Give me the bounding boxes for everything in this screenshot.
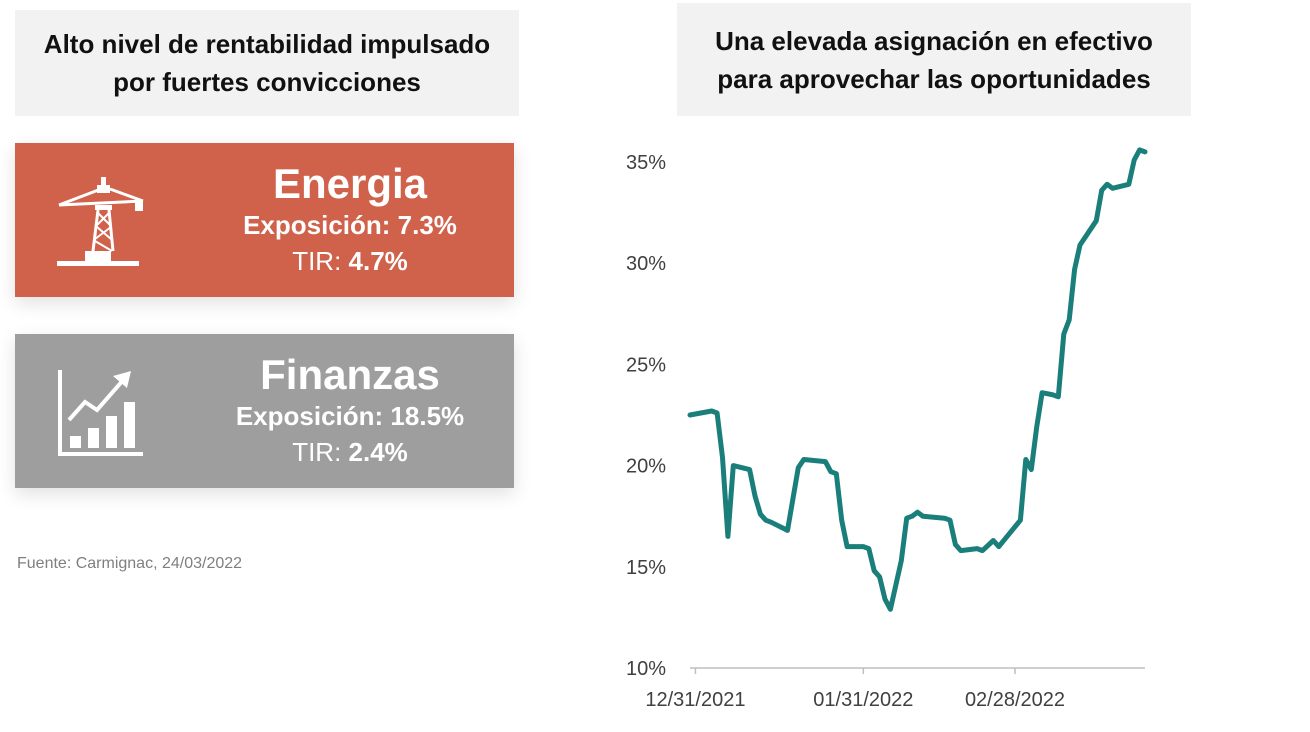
- left-title-line1: Alto nivel de rentabilidad impulsado: [43, 29, 491, 59]
- y-tick-label: 35%: [626, 152, 666, 174]
- exposure-label: Exposición: 18.5%: [235, 401, 465, 431]
- right-title-line1: Una elevada asignación en efectivo: [715, 25, 1153, 56]
- x-axis-ticks: 12/31/2021 01/31/2022 02/28/2022: [645, 668, 1065, 711]
- x-tick-label: 02/28/2022: [965, 689, 1065, 711]
- left-panel-title: Alto nivel de rentabilidad impulsado por…: [15, 10, 519, 116]
- sector-card-energy: Energia Exposición: 7.3% TIR: 4.7%: [15, 143, 514, 297]
- sector-name: Finanzas: [260, 351, 440, 398]
- y-tick-label: 30%: [626, 253, 666, 275]
- finance-text-block: Finanzas Exposición: 18.5% TIR: 2.4%: [200, 334, 500, 470]
- x-tick-label: 12/31/2021: [645, 689, 745, 711]
- energy-text-block: Energia Exposición: 7.3% TIR: 4.7%: [200, 143, 500, 279]
- series-group: [687, 147, 1148, 612]
- sector-card-finance: Finanzas Exposición: 18.5% TIR: 2.4%: [15, 334, 514, 488]
- y-tick-label: 10%: [626, 658, 666, 680]
- series-line: [687, 147, 1148, 612]
- y-axis-ticks: 10% 15% 20% 25% 30% 35%: [626, 152, 666, 680]
- x-tick-label: 01/31/2022: [813, 689, 913, 711]
- exposure-label: Exposición: 7.3%: [243, 210, 457, 240]
- sector-name: Energia: [272, 160, 428, 207]
- cash-allocation-line-chart: 10% 15% 20% 25% 30% 35% 12/31/2021 01/31/2022 0…: [626, 147, 1148, 711]
- right-title-line2: para aprovechar las oportunidades: [717, 63, 1151, 94]
- oil-rig-icon: [57, 177, 144, 266]
- y-tick-label: 25%: [626, 354, 666, 376]
- tir-value: 4.7%: [348, 246, 408, 276]
- tir-line: TIR: 4.7%: [200, 243, 500, 279]
- tir-value: 2.4%: [348, 437, 408, 467]
- growth-chart-icon: [58, 370, 143, 456]
- tir-label: TIR:: [292, 246, 349, 276]
- y-tick-label: 20%: [626, 456, 666, 478]
- y-tick-label: 15%: [626, 557, 666, 579]
- right-panel-title: Una elevada asignación en efectivo para …: [677, 3, 1191, 116]
- tir-line: TIR: 2.4%: [200, 434, 500, 470]
- tir-label: TIR:: [292, 437, 349, 467]
- source-note: Fuente: Carmignac, 24/03/2022: [17, 555, 243, 572]
- left-title-line2: por fuertes convicciones: [113, 67, 421, 97]
